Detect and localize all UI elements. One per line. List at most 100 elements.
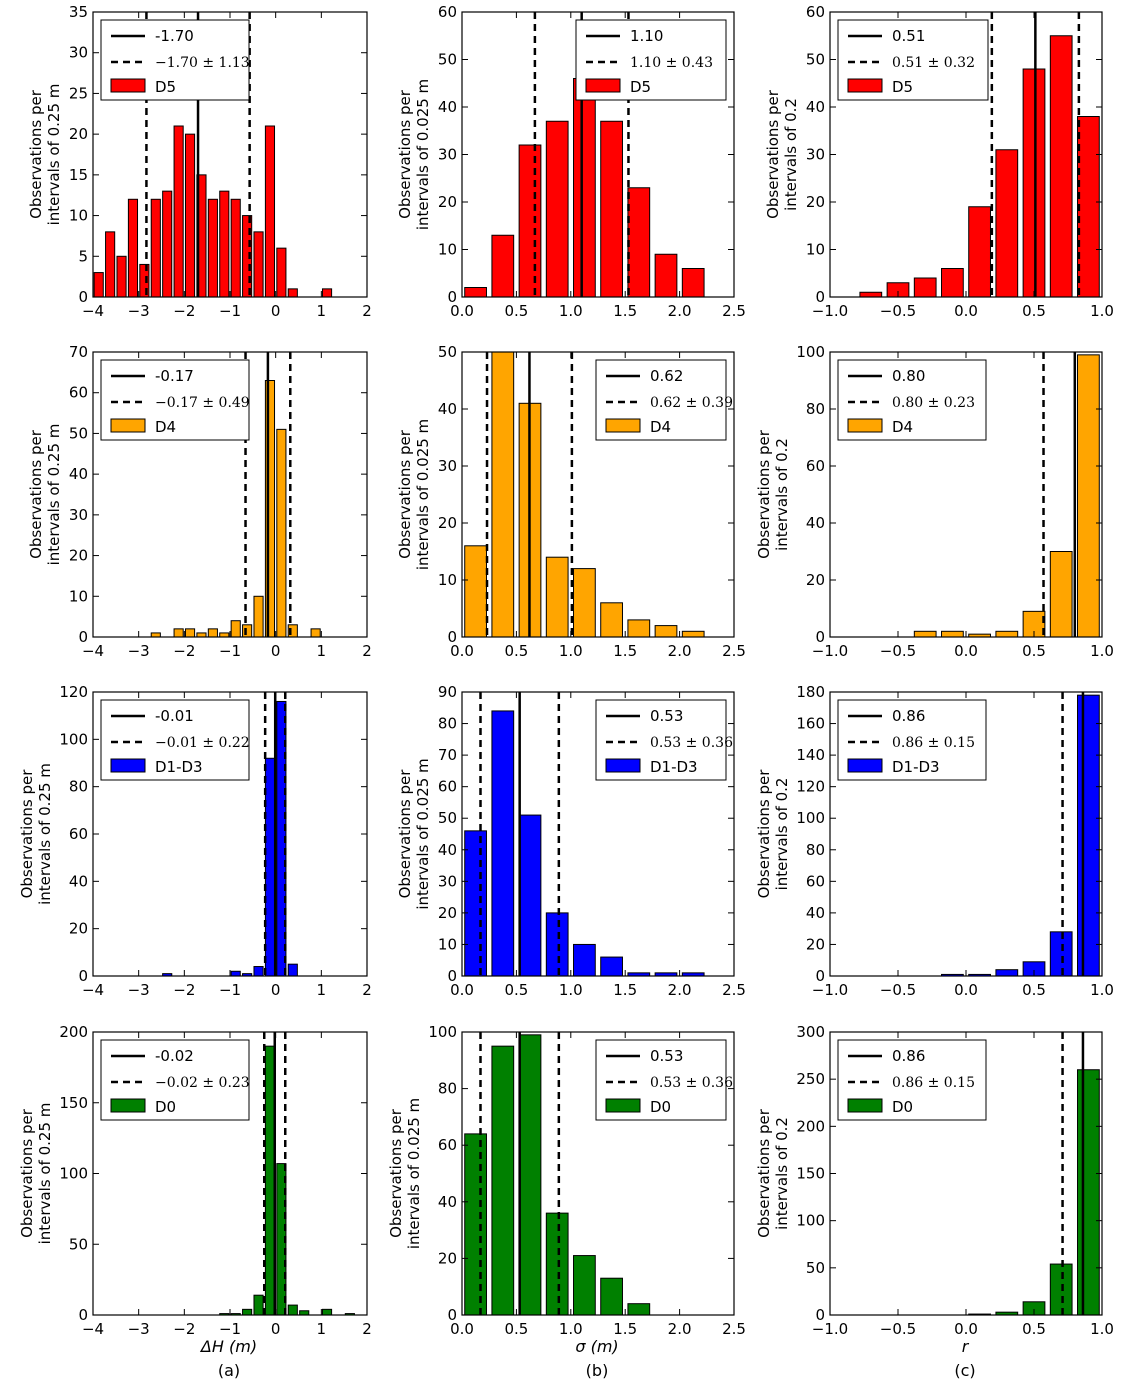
x-tick-label: 0.0 (954, 981, 978, 999)
legend-series-swatch (110, 758, 146, 773)
histogram-bar (105, 231, 116, 297)
x-axis-label-a: ΔH (m) (199, 1337, 257, 1356)
y-axis-label-line: intervals of 0.25 m (45, 424, 63, 566)
y-axis-label-line: Observations per (396, 89, 414, 219)
y-tick-label: 0 (815, 1306, 825, 1324)
y-tick-label: 10 (438, 571, 457, 589)
y-tick-label: 80 (438, 1080, 457, 1098)
y-axis-label: Observations perintervals of 0.25 m (18, 1103, 54, 1245)
y-tick-label: 0 (815, 628, 825, 646)
histogram-bar (681, 268, 705, 297)
panel-tag-a: (a) (218, 1361, 240, 1380)
x-tick-label: 0.5 (504, 981, 528, 999)
legend-mean-label: -0.02 (155, 1047, 194, 1065)
x-tick-label: 2 (362, 981, 372, 999)
x-tick-label: 2.5 (722, 642, 746, 660)
y-tick-label: 100 (428, 1023, 457, 1041)
legend-series-swatch (847, 78, 883, 93)
y-tick-label: 160 (796, 715, 825, 733)
histogram-bar (968, 633, 991, 637)
legend-mean-label: 0.53 (650, 1047, 683, 1065)
histogram-bar (600, 120, 623, 297)
x-tick-label: 2 (362, 1320, 372, 1338)
y-axis-label-line: Observations per (764, 89, 782, 219)
y-axis-label-line: intervals of 0.025 m (414, 79, 432, 230)
y-tick-label: 80 (69, 778, 88, 796)
histogram-bar (264, 757, 276, 976)
histogram-bar (627, 1303, 651, 1315)
x-tick-label: 1.0 (1090, 642, 1114, 660)
histogram-bar (1049, 931, 1073, 976)
x-tick-label: −1.0 (812, 302, 848, 320)
panel-b-D0: 0.0 0.5 1.0 1.5 2.0 2.5 0 20 40 60 80 100 Observatio… (387, 1023, 746, 1338)
histogram-bar (184, 133, 196, 297)
histogram-bar (162, 973, 173, 976)
histogram-bar (941, 973, 964, 976)
legend-mean-label: 0.86 (892, 707, 925, 725)
legend-series-label: D1-D3 (892, 758, 940, 776)
plot-area (464, 1032, 651, 1315)
x-tick-label: 1 (317, 981, 327, 999)
x-tick-label: −4 (82, 302, 104, 320)
x-tick-label: 2.0 (668, 981, 692, 999)
x-tick-label: −2 (173, 642, 195, 660)
y-tick-label: 150 (59, 1094, 88, 1112)
y-tick-label: 0 (447, 967, 457, 985)
histogram-bar (600, 602, 623, 637)
y-axis-label: Observations perintervals of 0.2 (755, 769, 791, 899)
x-tick-label: −1 (219, 302, 241, 320)
legend: 0.80 0.80 ± 0.23 D4 (837, 359, 987, 441)
histogram-bar (264, 380, 276, 637)
y-tick-label: 60 (438, 778, 457, 796)
x-tick-label: 1.0 (559, 302, 583, 320)
y-axis-label-line: intervals of 0.2 (782, 98, 800, 211)
x-tick-label: 1 (317, 642, 327, 660)
panel-b-D5: 0.0 0.5 1.0 1.5 2.0 2.5 0 10 20 30 40 50 60 Observati… (396, 3, 746, 320)
y-tick-label: 40 (806, 904, 825, 922)
plot-area (162, 692, 298, 976)
y-tick-label: 40 (438, 400, 457, 418)
legend: 0.51 0.51 ± 0.32 D5 (837, 19, 989, 101)
y-axis-label-line: intervals of 0.025 m (405, 1098, 423, 1249)
y-tick-label: 250 (796, 1070, 825, 1088)
histogram-bar (264, 125, 276, 297)
x-tick-label: 0 (271, 642, 281, 660)
legend-mean-label: -1.70 (155, 27, 194, 45)
y-tick-label: 30 (69, 506, 88, 524)
y-tick-label: 30 (438, 146, 457, 164)
x-tick-label: 1.5 (613, 981, 637, 999)
panel-c-D1-D3: −1.0 −0.5 0.0 0.5 1.0 0 20 40 60 80 100 120 140 160 18… (755, 683, 1114, 999)
x-tick-label: 1.0 (559, 981, 583, 999)
y-axis-label-line: intervals of 0.25 m (45, 84, 63, 226)
histogram-bar (1049, 35, 1073, 297)
x-tick-label: 0.0 (954, 302, 978, 320)
histogram-bar (150, 198, 161, 297)
histogram-bar (242, 624, 253, 637)
legend-series-swatch (585, 78, 621, 93)
histogram-bar (464, 1133, 487, 1315)
plot-area (859, 12, 1100, 297)
histogram-bar (681, 630, 705, 637)
legend: 1.10 1.10 ± 0.43 D5 (575, 19, 727, 101)
x-tick-label: 0.5 (1022, 302, 1046, 320)
y-tick-label: 20 (806, 935, 825, 953)
y-tick-label: 200 (796, 1117, 825, 1135)
y-tick-label: 20 (806, 193, 825, 211)
y-tick-label: 20 (438, 1249, 457, 1267)
histogram-bar (464, 830, 487, 976)
panel-tag-c: (c) (954, 1361, 975, 1380)
x-tick-label: 2 (362, 642, 372, 660)
x-tick-label: −1.0 (812, 1320, 848, 1338)
x-tick-label: 0.5 (1022, 981, 1046, 999)
x-tick-label: 1.0 (559, 642, 583, 660)
histogram-bar (545, 912, 569, 976)
legend: -0.17 −0.17 ± 0.49 D4 (100, 359, 250, 441)
x-tick-label: 0.5 (504, 642, 528, 660)
legend-series-label: D4 (892, 418, 913, 436)
y-axis-label: Observations perintervals of 0.025 m (396, 79, 432, 230)
y-tick-label: 40 (806, 98, 825, 116)
legend-mean-label: 1.10 (630, 27, 663, 45)
panel-b-D4: 0.0 0.5 1.0 1.5 2.0 2.5 0 10 20 30 40 50 Observation… (396, 343, 746, 660)
